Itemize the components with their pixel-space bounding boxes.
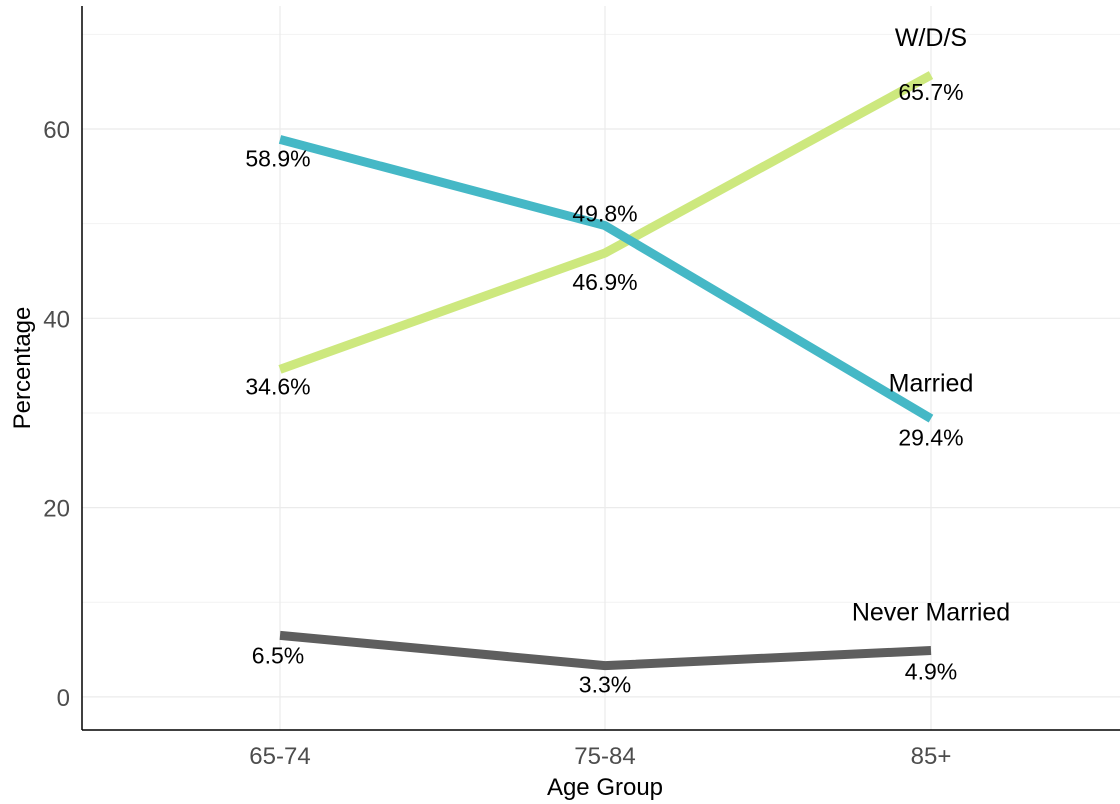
data-label-married-2: 49.8% xyxy=(572,201,637,227)
series-name-label-w-d-s: W/D/S xyxy=(895,24,967,52)
series-line-married xyxy=(278,135,934,423)
data-label-never-married-2: 3.3% xyxy=(579,672,631,698)
data-label-w-d-s-2: 46.9% xyxy=(572,269,637,295)
series-line-w-d-s xyxy=(278,71,934,374)
y-axis-title: Percentage xyxy=(9,307,36,430)
x-tick-label-3: 85+ xyxy=(911,743,952,770)
y-tick-labels: 0 20 40 60 xyxy=(43,117,70,712)
series-line-never-married xyxy=(279,630,932,671)
data-label-w-d-s-3: 65.7% xyxy=(898,79,963,105)
series-name-label-married: Married xyxy=(889,370,974,398)
x-tick-labels: 65-74 75-84 85+ xyxy=(249,743,951,770)
y-tick-label-0: 0 xyxy=(57,685,70,712)
series-name-label-never-married: Never Married xyxy=(852,599,1010,627)
data-label-w-d-s-1: 34.6% xyxy=(245,373,310,399)
x-tick-label-2: 75-84 xyxy=(574,743,635,770)
x-tick-label-1: 65-74 xyxy=(249,743,310,770)
data-label-married-1: 58.9% xyxy=(245,145,310,171)
series-lines xyxy=(278,71,934,671)
y-tick-label-40: 40 xyxy=(43,306,70,333)
y-tick-label-60: 60 xyxy=(43,117,70,144)
data-label-married-3: 29.4% xyxy=(898,425,963,451)
series-labels: Married W/D/S Never Married xyxy=(852,24,1010,626)
data-label-never-married-3: 4.9% xyxy=(905,659,957,685)
y-tick-label-20: 20 xyxy=(43,496,70,523)
x-axis-title: Age Group xyxy=(547,774,663,801)
axes xyxy=(81,6,1120,731)
data-label-never-married-1: 6.5% xyxy=(252,642,304,668)
data-labels: 58.9% 49.8% 29.4% 34.6% 46.9% 65.7% 6.5% 3.3% 4.… xyxy=(245,79,963,698)
